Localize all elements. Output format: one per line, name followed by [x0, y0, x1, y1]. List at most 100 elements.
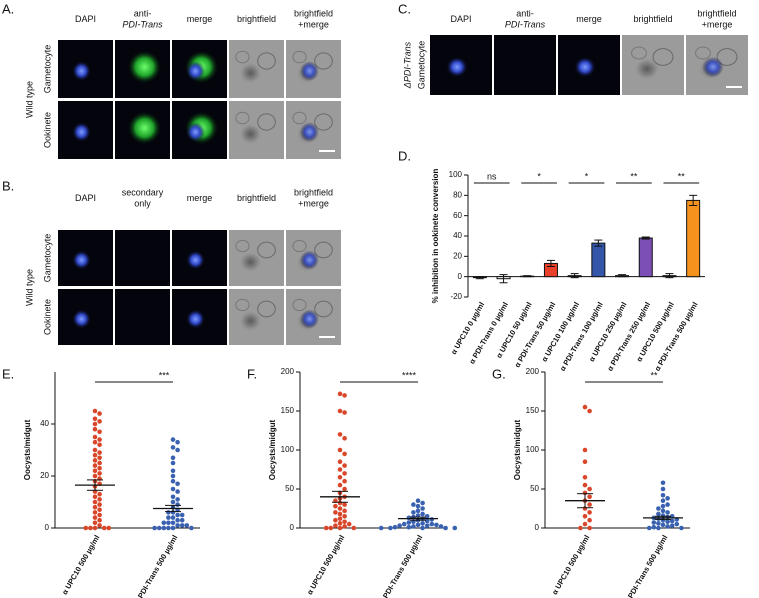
micrograph [430, 35, 492, 95]
data-point [92, 426, 98, 432]
error-bar [523, 275, 532, 278]
data-point [401, 521, 407, 527]
micrograph-bg [494, 35, 556, 95]
data-point [406, 515, 412, 521]
data-point [97, 455, 102, 461]
data-point [420, 500, 425, 506]
cell [631, 46, 647, 60]
sem-bar [165, 504, 181, 513]
micrograph [58, 289, 113, 345]
data-point [656, 506, 661, 511]
data-point [97, 419, 102, 424]
column-header: brightfield [697, 8, 736, 18]
dapi-signal [300, 250, 319, 270]
column-header: brightfield [237, 14, 276, 24]
data-point [337, 516, 343, 521]
y-tick-label: 100 [281, 445, 295, 454]
group-label: Wild type [24, 269, 34, 306]
column-header: merge [576, 14, 602, 24]
y-tick-label: 100 [526, 445, 540, 454]
cell [238, 61, 263, 85]
micrograph [58, 101, 113, 159]
data-point [170, 515, 176, 520]
x-tick-label: α PDI-Trans 500 µg/ml [378, 533, 425, 598]
micrograph [115, 40, 170, 98]
sem-bar [332, 490, 348, 503]
data-point [406, 524, 412, 530]
dapi-signal [186, 309, 205, 329]
data-point [660, 498, 666, 504]
bar [638, 237, 653, 278]
data-point [170, 460, 176, 466]
data-point [323, 525, 329, 531]
data-point [92, 510, 98, 515]
data-point [378, 525, 384, 531]
cell [314, 113, 333, 131]
data-point [679, 525, 684, 531]
data-point [660, 486, 666, 492]
data-point [337, 511, 343, 517]
data-point [342, 410, 347, 415]
data-point [429, 521, 435, 527]
row-label: Ookinete [42, 112, 52, 148]
y-tick-label: 60 [453, 211, 462, 220]
row-label: Gametocyte [42, 234, 52, 283]
data-point [328, 525, 334, 531]
micrograph [229, 101, 284, 159]
y-tick-label: 200 [526, 367, 540, 376]
data-point [582, 521, 588, 527]
column-header: brightfield [294, 8, 333, 18]
cell [652, 48, 674, 66]
data-point [646, 525, 652, 531]
data-point [582, 447, 588, 453]
significance-label: ns [487, 171, 497, 181]
data-point [582, 459, 588, 465]
data-point [342, 393, 347, 398]
y-tick-label: 20 [453, 251, 462, 260]
x-tick-label: α PDI-Trans 500 µg/ml [623, 533, 670, 598]
dapi-signal [300, 61, 319, 81]
y-tick-label: 20 [40, 471, 49, 480]
row-label: Gametocyte [416, 41, 426, 90]
data-point [97, 491, 102, 497]
data-point [434, 522, 439, 528]
dapi-signal [300, 309, 319, 329]
data-point [92, 434, 98, 440]
data-point [170, 486, 176, 492]
micrograph [58, 40, 113, 98]
data-point [651, 520, 657, 525]
data-point [411, 510, 416, 515]
data-point [424, 518, 430, 524]
data-point [351, 525, 357, 531]
column-header: secondary [122, 187, 164, 197]
data-point [582, 475, 588, 480]
data-point [92, 494, 98, 500]
data-point [175, 447, 180, 453]
data-point [92, 458, 98, 463]
data-point [92, 439, 98, 445]
data-point [175, 502, 180, 507]
data-point [342, 471, 347, 476]
data-point [406, 520, 412, 525]
sem-bar [577, 493, 593, 509]
panel-label: F. [247, 366, 257, 381]
significance-label: * [537, 171, 541, 181]
y-tick-label: 50 [530, 484, 539, 493]
data-point [342, 514, 347, 519]
cell [314, 52, 333, 70]
micrograph [286, 230, 341, 286]
error-bar [570, 273, 579, 279]
cell [257, 52, 276, 70]
data-point [97, 429, 102, 435]
micrograph-bg [115, 289, 170, 345]
data-point [92, 473, 98, 479]
data-point [420, 511, 425, 517]
data-point [415, 503, 421, 509]
micrograph [172, 289, 227, 345]
y-tick-label: 150 [526, 406, 540, 415]
data-point [665, 496, 670, 501]
cell [238, 250, 263, 274]
data-point [337, 447, 343, 453]
data-point [97, 471, 102, 476]
